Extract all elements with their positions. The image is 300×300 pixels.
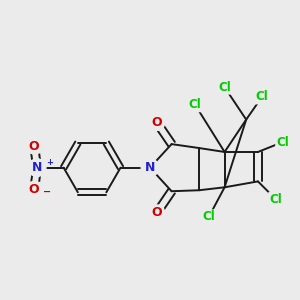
Circle shape (28, 159, 46, 176)
Text: +: + (46, 158, 53, 167)
Text: O: O (152, 116, 162, 129)
Circle shape (141, 159, 159, 176)
Text: O: O (29, 183, 40, 196)
Text: Cl: Cl (276, 136, 289, 148)
Text: N: N (145, 161, 155, 174)
Circle shape (149, 115, 165, 130)
Text: O: O (152, 206, 162, 219)
Text: Cl: Cl (189, 98, 202, 111)
Circle shape (26, 138, 42, 154)
Circle shape (149, 205, 165, 221)
Text: Cl: Cl (256, 91, 268, 103)
Text: −: − (43, 187, 51, 197)
Text: N: N (32, 161, 42, 174)
Circle shape (26, 182, 42, 197)
Text: Cl: Cl (218, 81, 231, 94)
Text: O: O (29, 140, 40, 153)
Text: Cl: Cl (202, 210, 215, 223)
Text: Cl: Cl (269, 193, 282, 206)
